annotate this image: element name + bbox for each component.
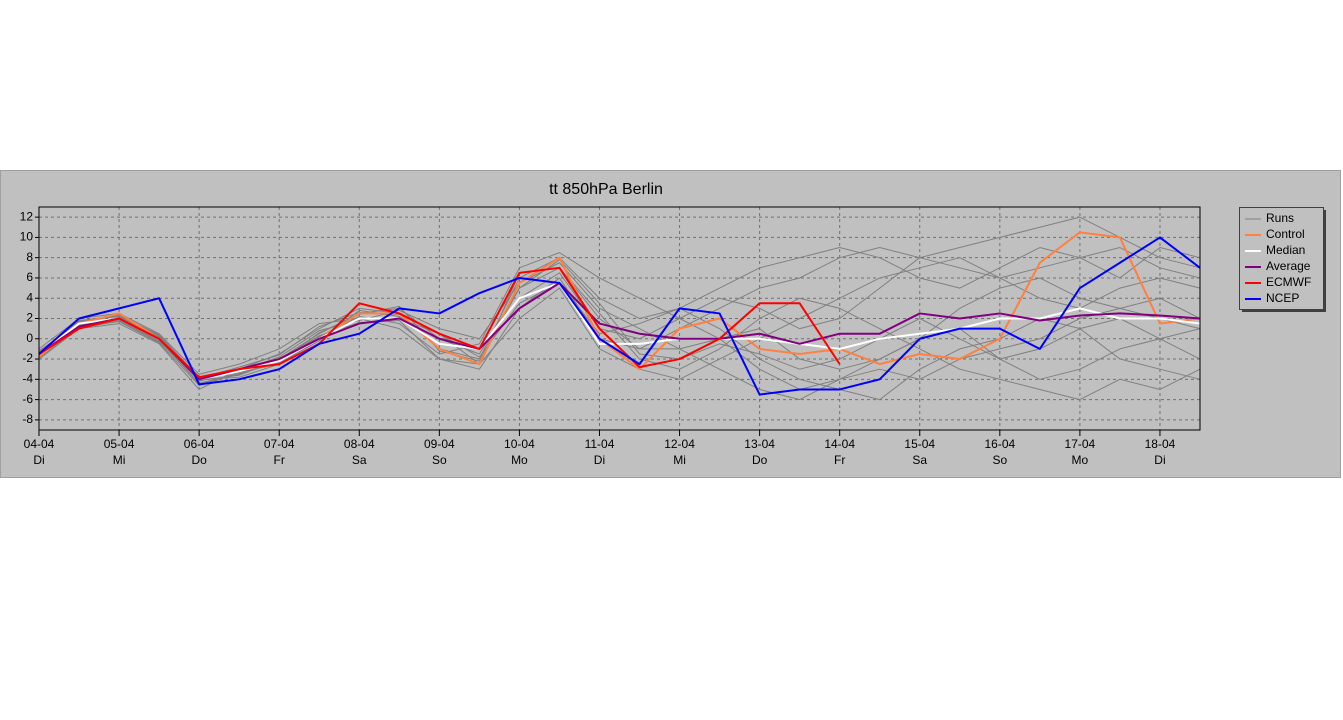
x-tick-label: 17-04 [1065,437,1096,451]
y-tick-label: -4 [22,371,33,385]
x-tick-label: 08-04 [344,437,375,451]
y-tick-label: 4 [26,290,33,304]
run-line [38,257,1201,380]
x-tick-weekday: Sa [912,453,927,467]
x-tick-label: 15-04 [904,437,935,451]
x-tick-label: 10-04 [504,437,535,451]
x-tick-weekday: So [992,453,1007,467]
x-tick-weekday: Di [1154,453,1165,467]
x-tick-weekday: So [432,453,447,467]
x-tick-label: 05-04 [104,437,135,451]
x-tick-weekday: Mi [113,453,126,467]
y-tick-label: 0 [26,331,33,345]
legend-label: Runs [1266,211,1294,225]
x-tick-label: 12-04 [664,437,695,451]
legend-label: Control [1266,227,1305,241]
y-tick-label: -2 [22,351,33,365]
x-tick-weekday: Di [594,453,605,467]
series-line [38,236,1201,396]
legend-label: NCEP [1266,291,1299,305]
x-tick-weekday: Do [752,453,768,467]
legend-label: ECMWF [1266,275,1311,289]
x-tick-label: 09-04 [424,437,455,451]
y-tick-label: 6 [26,270,33,284]
x-tick-label: 16-04 [984,437,1015,451]
y-tick-label: -6 [22,392,33,406]
x-tick-label: 04-04 [24,437,55,451]
x-tick-weekday: Mo [1072,453,1089,467]
y-tick-label: 2 [26,311,33,325]
x-tick-label: 13-04 [744,437,775,451]
x-tick-weekday: Fr [274,453,285,467]
series-line [38,282,1201,381]
legend-box [1239,207,1324,310]
x-tick-weekday: Do [191,453,207,467]
x-tick-weekday: Mo [511,453,528,467]
y-tick-label: 10 [20,230,34,244]
x-tick-label: 18-04 [1145,437,1176,451]
plot-border [38,206,1201,431]
y-tick-label: -8 [22,412,33,426]
series-line [38,266,841,379]
legend-label: Average [1266,259,1311,273]
x-tick-weekday: Mi [673,453,686,467]
x-tick-label: 06-04 [184,437,215,451]
y-tick-label: 8 [26,250,33,264]
x-tick-label: 11-04 [585,437,615,451]
x-tick-label: 14-04 [824,437,855,451]
run-line [38,267,1201,401]
x-tick-weekday: Fr [834,453,845,467]
chart-title: tt 850hPa Berlin [549,181,663,198]
x-tick-label: 07-04 [264,437,295,451]
x-tick-weekday: Sa [352,453,367,467]
y-tick-label: 12 [20,209,34,223]
legend-label: Median [1266,243,1305,257]
x-tick-weekday: Di [33,453,44,467]
